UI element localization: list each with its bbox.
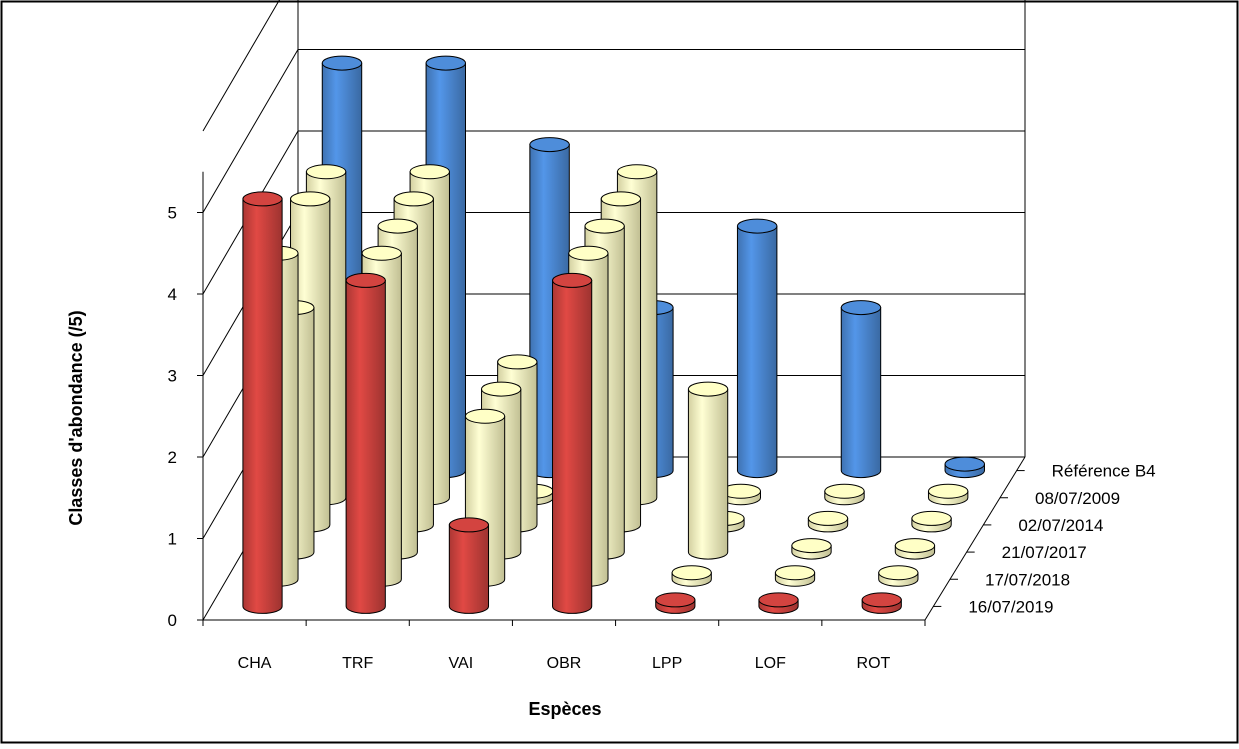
category-label: CHA (238, 655, 272, 672)
series-label: 02/07/2014 (1018, 516, 1103, 535)
cylinder-top (616, 164, 658, 180)
y-tick-label: 0 (168, 611, 177, 630)
cylinder-top (791, 538, 832, 554)
series-label: 17/07/2018 (985, 570, 1070, 589)
bar-ROT-3 (894, 538, 936, 560)
cylinder-top (878, 565, 919, 581)
cylinder-top (481, 381, 522, 397)
cylinder-top (377, 218, 418, 234)
x-axis-title: Espèces (528, 699, 601, 719)
cylinder-body (242, 198, 283, 614)
bar-LPP-3 (687, 381, 729, 560)
cylinder-top (736, 218, 778, 234)
y-tick-label: 1 (168, 530, 177, 549)
y-tick-label: 2 (168, 448, 177, 467)
bar-LOF-3 (791, 538, 832, 560)
cylinder-top (425, 55, 467, 71)
bar-ROT-5 (861, 592, 902, 614)
cylinder-top (464, 408, 506, 424)
chart-bars (242, 55, 985, 614)
category-label: LPP (652, 655, 682, 672)
cylinder-top (393, 191, 434, 207)
cylinder-top (911, 510, 952, 526)
gridline-side (202, 0, 280, 132)
category-label: OBR (547, 655, 582, 672)
bar-ROT-0 (944, 456, 985, 479)
cylinder-body (736, 225, 778, 479)
y-axis-title: Classes d'abondance (/5) (66, 310, 86, 525)
bar-VAI-5 (448, 517, 490, 614)
bar-LOF-5 (758, 592, 799, 614)
cylinder-top (497, 354, 538, 370)
series-label: Référence B4 (1052, 462, 1156, 481)
cylinder-body (840, 307, 882, 479)
cylinder-top (448, 517, 490, 533)
cylinder-top (242, 191, 283, 207)
cylinder-top (345, 272, 386, 288)
bar-LPP-4 (671, 565, 712, 587)
category-label: TRF (342, 655, 373, 672)
cylinder-top (529, 137, 570, 153)
bar-LPP-5 (655, 592, 696, 614)
cylinder-top (361, 245, 402, 261)
bar-ROT-2 (911, 510, 952, 533)
cylinder-top (290, 191, 331, 207)
cylinder-top (824, 483, 865, 499)
cylinder-top (774, 565, 816, 581)
cylinder-top (552, 272, 593, 288)
cylinder-top (807, 510, 849, 526)
cylinder-top (671, 565, 712, 581)
series-label: 16/07/2019 (968, 597, 1053, 616)
cylinder-top (944, 456, 985, 472)
chart-labels: Espèces Classes d'abondance (/5) 0 1 2 3 4 5 C… (66, 204, 1156, 720)
cylinder-body (687, 388, 729, 560)
bar-LOF-1 (824, 483, 865, 506)
cylinder-body (448, 524, 490, 614)
cylinder-top (321, 55, 363, 71)
bar-ROT-4 (878, 565, 919, 587)
cylinder-body (345, 279, 386, 614)
cylinder-top (584, 218, 625, 234)
bar-CHA-5 (242, 191, 283, 614)
cylinder-top (927, 483, 969, 499)
bar-ROT-1 (927, 483, 969, 506)
cylinder-body (552, 279, 593, 614)
bar-OBR-5 (552, 272, 593, 614)
bar-TRF-5 (345, 272, 386, 614)
gridline-side (202, 49, 299, 213)
cylinder-top (655, 592, 696, 608)
category-label: LOF (755, 655, 786, 672)
category-label: VAI (449, 655, 474, 672)
cylinder-top (840, 300, 882, 316)
cylinder-top (305, 164, 347, 180)
bar-LOF-0 (840, 300, 882, 479)
cylinder-top (687, 381, 729, 397)
bar-LOF-2 (807, 510, 849, 533)
cylinder-top (568, 245, 609, 261)
cylinder-top (600, 191, 642, 207)
cylinder-top (758, 592, 799, 608)
cylinder-top (409, 164, 450, 180)
series-label: 21/07/2017 (1002, 543, 1087, 562)
bar-LOF-4 (774, 565, 816, 587)
series-label: 08/07/2009 (1035, 489, 1120, 508)
bar-LPP-0 (736, 218, 778, 479)
cylinder-top (861, 592, 902, 608)
depth-axis-line (924, 456, 1026, 621)
y-tick-label: 4 (168, 285, 177, 304)
y-tick-label: 5 (168, 204, 177, 223)
y-tick-label: 3 (168, 367, 177, 386)
cylinder-top (894, 538, 936, 554)
category-label: ROT (857, 655, 891, 672)
